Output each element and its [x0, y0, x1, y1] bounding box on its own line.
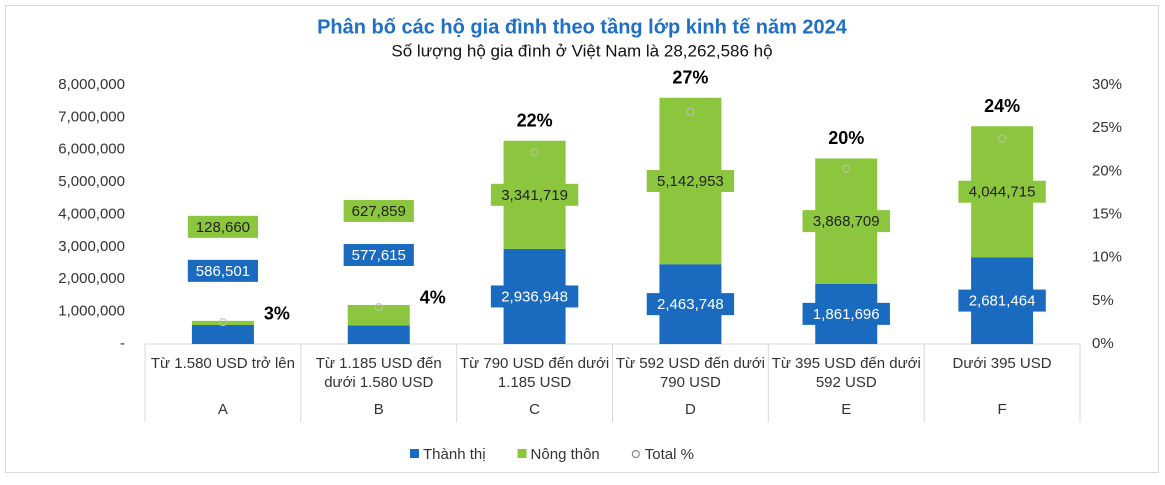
x-tick-label: Từ 395 USD đến dưới 592 USD — [772, 355, 921, 391]
x-group-label: C — [529, 401, 540, 418]
total-label: 20% — [828, 128, 864, 148]
data-label: 2,463,748 — [657, 296, 724, 313]
legend-label: Nông thôn — [531, 446, 600, 463]
y-tick-label: 3,000,000 — [58, 238, 125, 255]
x-group-label: D — [685, 401, 696, 418]
data-label-box — [646, 169, 735, 192]
x-group-label: F — [997, 401, 1006, 418]
y2-tick-label: 30% — [1092, 76, 1122, 93]
data-label-box — [958, 289, 1046, 312]
data-label-box — [490, 285, 579, 308]
data-label-box — [802, 210, 890, 233]
data-label: 128,660 — [196, 219, 250, 236]
x-tick-label: Dưới 395 USD — [953, 355, 1052, 372]
data-label: 577,615 — [352, 247, 406, 264]
x-group-label: A — [218, 401, 228, 418]
y-tick-label: 1,000,000 — [58, 303, 125, 320]
bar — [191, 320, 254, 326]
data-label: 586,501 — [196, 263, 250, 280]
data-label-box — [646, 293, 735, 316]
data-label: 3,341,719 — [501, 187, 568, 204]
y-tick-label: 4,000,000 — [58, 205, 125, 222]
x-tick-label: Từ 592 USD đến dưới 790 USD — [616, 355, 765, 391]
legend-label: Thành thị — [423, 446, 486, 463]
chart-frame — [5, 5, 1159, 473]
data-label-box — [958, 180, 1046, 203]
data-label: 2,681,464 — [969, 293, 1036, 310]
data-label: 1,861,696 — [813, 306, 880, 323]
legend-label: Total % — [645, 446, 694, 463]
data-label-box — [490, 183, 579, 206]
x-group-label: B — [374, 401, 384, 418]
x-tick-label: Từ 1.185 USD đến dưới 1.580 USD — [316, 355, 442, 391]
data-label: 627,859 — [352, 203, 406, 220]
total-marker — [998, 134, 1007, 143]
data-label: 4,044,715 — [969, 184, 1036, 201]
total-marker — [374, 303, 383, 312]
y2-tick-label: 25% — [1092, 119, 1122, 136]
y2-tick-label: 5% — [1092, 292, 1114, 309]
y-tick-label: 8,000,000 — [58, 76, 125, 93]
y2-tick-label: 0% — [1092, 335, 1114, 352]
y-tick-label: 5,000,000 — [58, 173, 125, 190]
y-tick-label: - — [120, 335, 125, 352]
data-label-box — [802, 302, 890, 325]
total-marker — [218, 318, 227, 327]
bar — [347, 325, 410, 344]
y2-tick-label: 10% — [1092, 249, 1122, 266]
chart-subtitle: Số lượng hộ gia đình ở Việt Nam là 28,26… — [391, 41, 772, 60]
total-marker — [842, 164, 851, 173]
y-tick-label: 7,000,000 — [58, 108, 125, 125]
total-marker — [686, 107, 695, 116]
total-label: 4% — [420, 288, 446, 308]
total-marker — [530, 148, 539, 157]
data-label-box — [187, 259, 259, 282]
data-label: 2,936,948 — [501, 288, 568, 305]
total-label: 3% — [264, 304, 290, 324]
data-label: 3,868,709 — [813, 213, 880, 230]
data-label-box — [343, 199, 414, 222]
data-label-box — [187, 215, 259, 238]
total-label: 27% — [672, 67, 708, 87]
legend-swatch — [517, 449, 527, 458]
chart-title: Phân bố các hộ gia đình theo tầng lớp ki… — [317, 16, 848, 38]
y2-tick-label: 15% — [1092, 205, 1122, 222]
legend-marker — [631, 450, 640, 458]
y2-tick-label: 20% — [1092, 162, 1122, 179]
data-label-box — [343, 243, 414, 266]
y-tick-label: 2,000,000 — [58, 270, 125, 287]
total-label: 24% — [984, 96, 1020, 116]
legend-swatch — [410, 449, 419, 458]
x-group-label: E — [841, 401, 851, 418]
data-label: 5,142,953 — [657, 173, 724, 190]
total-label: 22% — [517, 110, 553, 130]
x-tick-label: Từ 790 USD đến dưới 1.185 USD — [460, 355, 609, 391]
bar — [347, 304, 410, 326]
x-tick-label: Từ 1.580 USD trở lên — [151, 355, 295, 372]
bar — [191, 325, 254, 344]
y-tick-label: 6,000,000 — [58, 141, 125, 158]
